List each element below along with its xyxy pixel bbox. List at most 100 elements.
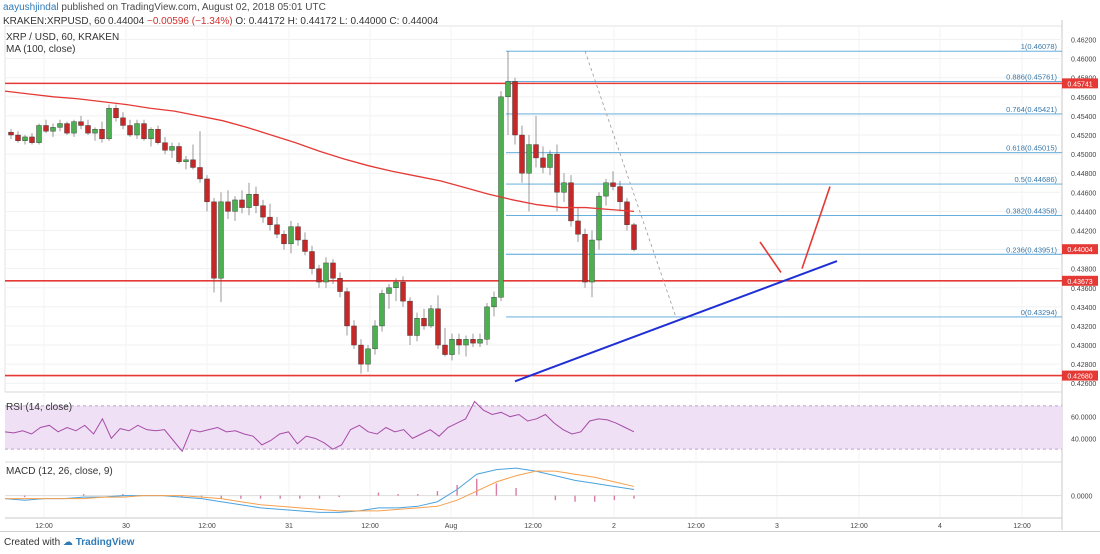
- price-tag-label: 0.42680: [1067, 374, 1092, 381]
- y-tick-label: 0.44200: [1071, 228, 1096, 235]
- y-tick-label: 0.44400: [1071, 209, 1096, 216]
- candle-body: [239, 199, 245, 208]
- candle-body: [421, 318, 427, 327]
- candle-body: [491, 297, 497, 308]
- candle-body: [246, 194, 252, 208]
- signal-line: [5, 470, 635, 512]
- candle-body: [22, 136, 28, 141]
- candle-body: [442, 344, 448, 355]
- candle-body: [169, 146, 175, 151]
- candle-body: [631, 224, 637, 250]
- publish-bar: aayushjindal published on TradingView.co…: [0, 0, 1100, 16]
- rsi-label: RSI (14, close): [6, 402, 73, 413]
- rsi-tick-label: 40.0000: [1071, 436, 1096, 443]
- chart-canvas[interactable]: 0.462000.460000.458000.456000.454000.452…: [0, 0, 1100, 531]
- candle-body: [540, 157, 546, 168]
- trendline: [514, 260, 838, 383]
- candle-body: [568, 182, 574, 222]
- rsi-line: [4, 400, 635, 453]
- candle-body: [148, 129, 154, 140]
- publish-info: published on TradingView.com, August 02,…: [61, 2, 326, 13]
- candle-body: [533, 144, 539, 159]
- candle-body: [519, 134, 525, 174]
- y-tick-label: 0.46000: [1071, 57, 1096, 64]
- y-tick-label: 0.43400: [1071, 305, 1096, 312]
- x-tick-label: 12:00: [361, 523, 379, 530]
- price-tag-label: 0.43673: [1067, 279, 1092, 286]
- candle-body: [225, 201, 231, 212]
- footer: Created with ☁ TradingView: [0, 531, 1100, 554]
- x-tick-label: 3: [775, 523, 779, 530]
- y-tick-label: 0.42800: [1071, 362, 1096, 369]
- brand-name[interactable]: TradingView: [75, 537, 135, 548]
- projection-arrow-down: [759, 241, 782, 273]
- ma-label: MA (100, close): [6, 44, 76, 55]
- y-tick-label: 0.45400: [1071, 114, 1096, 121]
- candle-body: [470, 339, 476, 344]
- candle-body: [372, 325, 378, 350]
- main-title: XRP / USD, 60, KRAKEN: [6, 32, 120, 43]
- candle-body: [232, 199, 238, 212]
- candle-body: [526, 144, 532, 174]
- y-tick-label: 0.45000: [1071, 152, 1096, 159]
- macd-tick-label: 0.0000: [1071, 494, 1093, 501]
- price-tag-label: 0.44004: [1067, 247, 1092, 254]
- fib-level-label: 0.618(0.45015): [1006, 144, 1057, 153]
- candle-body: [302, 239, 308, 252]
- price-change: −0.00596 (−1.34%): [146, 16, 233, 27]
- candle-body: [92, 129, 98, 134]
- author-link[interactable]: aayushjindal: [3, 2, 59, 13]
- candle-body: [8, 131, 14, 136]
- candle-body: [190, 159, 196, 168]
- candle-body: [204, 178, 210, 203]
- candle-body: [351, 325, 357, 346]
- candle-body: [309, 251, 315, 269]
- candle-body: [176, 146, 182, 162]
- candle-body: [358, 344, 364, 365]
- candle-body: [582, 234, 588, 283]
- x-tick-label: 12:00: [1013, 523, 1031, 530]
- candle-body: [288, 226, 294, 245]
- candle-body: [463, 339, 469, 346]
- candle-body: [330, 262, 336, 279]
- y-tick-label: 0.43800: [1071, 267, 1096, 274]
- candle-body: [267, 216, 273, 225]
- candle-body: [561, 182, 567, 193]
- candle-body: [512, 81, 518, 136]
- candle-body: [596, 195, 602, 241]
- candle-body: [379, 293, 385, 327]
- price-tag: [1062, 244, 1098, 255]
- candle-body: [603, 182, 609, 197]
- candle-body: [505, 81, 511, 98]
- fib-level-label: 0.5(0.44686): [1014, 175, 1057, 184]
- price-tag: [1062, 78, 1098, 89]
- candle-body: [211, 201, 217, 279]
- candle-body: [218, 201, 224, 279]
- candle-body: [64, 123, 70, 134]
- candle-body: [141, 123, 147, 140]
- candle-body: [43, 125, 49, 132]
- symbol-label: KRAKEN:XRPUSD, 60: [3, 16, 106, 27]
- candle-body: [197, 167, 203, 180]
- candle-body: [337, 278, 343, 292]
- ohlc-values: O: 0.44172 H: 0.44172 L: 0.44000 C: 0.44…: [235, 16, 439, 27]
- fib-anchor-line: [584, 50, 677, 318]
- candle-body: [120, 117, 126, 126]
- candle-body: [127, 125, 133, 136]
- x-tick-label: 30: [122, 523, 130, 530]
- candle-body: [624, 201, 630, 225]
- candle-body: [547, 153, 553, 168]
- x-tick-label: 12:00: [850, 523, 868, 530]
- candle-body: [57, 123, 63, 128]
- candle-body: [323, 262, 329, 283]
- candle-body: [29, 136, 35, 143]
- y-tick-label: 0.42600: [1071, 381, 1096, 388]
- fib-level-label: 0(0.43294): [1021, 308, 1058, 317]
- last-price: 0.44004: [108, 16, 145, 27]
- candle-body: [393, 281, 399, 288]
- x-tick-label: 2: [612, 523, 616, 530]
- price-tag-label: 0.45741: [1067, 81, 1092, 88]
- y-tick-label: 0.44800: [1071, 171, 1096, 178]
- candle-body: [435, 308, 441, 346]
